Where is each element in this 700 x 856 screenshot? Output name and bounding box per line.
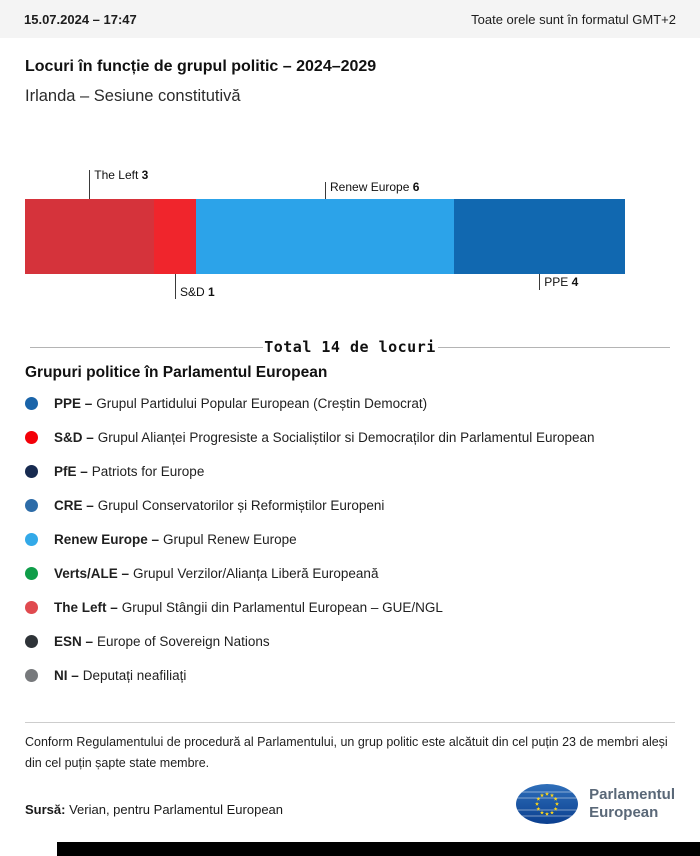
pfe-color-dot [25, 464, 38, 478]
legend-desc: Deputați neafiliați [82, 667, 187, 683]
legend-abbr: The Left – [54, 599, 118, 615]
legend-item-esn: ESN – Europe of Sovereign Nations [25, 624, 675, 658]
legend-label: S&D – Grupul Alianței Progresiste a Socia… [54, 430, 595, 445]
legend-item-ni: NI – Deputați neafiliați [25, 658, 675, 692]
verts-ale-color-dot [25, 566, 38, 580]
legend-item-pfe: PfE – Patriots for Europe [25, 454, 675, 488]
legend-abbr: S&D – [54, 429, 94, 445]
legend-label: PPE – Grupul Partidului Popular European … [54, 396, 427, 411]
source-line: Sursă: Verian, pentru Parlamentul Europe… [25, 802, 283, 825]
legend-item-cre: CRE – Grupul Conservatorilor și Reformișt… [25, 488, 675, 522]
legend-desc: Grupul Partidului Popular European (Creș… [96, 395, 428, 411]
source-row: Sursă: Verian, pentru Parlamentul Europe… [25, 783, 675, 825]
legend-item-ppe: PPE – Grupul Partidului Popular European … [25, 386, 675, 420]
stacked-bar [25, 199, 625, 274]
bottom-black-bar [57, 842, 700, 856]
legend-item-the-left: The Left – Grupul Stângii din Parlamentul… [25, 590, 675, 624]
legend-label: Renew Europe – Grupul Renew Europe [54, 532, 297, 547]
logo-wordmark: Parlamentul European [589, 786, 675, 821]
timezone-note: Toate orele sunt în formatul GMT+2 [471, 11, 676, 27]
page-title: Locuri în funcție de grupul politic – 20… [25, 58, 377, 75]
legend-desc: Grupul Verzilor/Alianța Liberă Europeană [133, 565, 379, 581]
legend-item-sd: S&D – Grupul Alianței Progresiste a Socia… [25, 420, 675, 454]
legend-label: ESN – Europe of Sovereign Nations [54, 634, 270, 649]
legend-item-verts-ale: Verts/ALE – Grupul Verzilor/Alianța Liber… [25, 556, 675, 590]
total-seats-label: Total 14 de locuri [264, 338, 436, 356]
legend-label: NI – Deputați neafiliați [54, 668, 186, 683]
bar-label-renew-europe: Renew Europe 6 [330, 180, 420, 194]
sd-color-dot [25, 430, 38, 444]
legend-title: Grupuri politice în Parlamentul European [25, 364, 328, 381]
legend-label: CRE – Grupul Conservatorilor și Reformișt… [54, 498, 384, 513]
top-bar: 15.07.2024 – 17:47 Toate orele sunt în f… [0, 0, 700, 38]
label-tick-s-d [175, 274, 176, 299]
legend-desc: Grupul Conservatorilor și Reformiștilor … [97, 497, 385, 513]
footnote-divider [25, 722, 675, 723]
source-label: Sursă: [25, 801, 66, 817]
legend-item-renew-europe: Renew Europe – Grupul Renew Europe [25, 522, 675, 556]
ep-emblem-icon [516, 783, 579, 824]
ni-color-dot [25, 668, 38, 682]
legend-abbr: PfE – [54, 463, 88, 479]
legend-abbr: CRE – [54, 497, 94, 513]
bar-segment-renew-europe[interactable] [196, 199, 454, 274]
logo-line2: European [589, 803, 659, 821]
legend-desc: Patriots for Europe [91, 463, 205, 479]
esn-color-dot [25, 634, 38, 648]
bar-label-the-left: The Left 3 [94, 168, 149, 182]
legend-label: Verts/ALE – Grupul Verzilor/Alianța Liber… [54, 566, 378, 581]
legend-abbr: PPE – [54, 395, 93, 411]
legend-desc: Grupul Renew Europe [163, 531, 297, 547]
label-tick-ppe [539, 274, 541, 290]
european-parliament-logo: Parlamentul European [515, 783, 675, 825]
legend-desc: Grupul Alianței Progresiste a Socialiști… [97, 429, 595, 445]
legend-abbr: NI – [54, 667, 79, 683]
the-left-color-dot [25, 600, 38, 614]
logo-line1: Parlamentul [589, 786, 675, 804]
seats-bar-chart: The Left 3 S&D 1 Renew Europe 6 PPE 4 [25, 164, 625, 304]
renew-europe-color-dot [25, 532, 38, 546]
datetime-label: 15.07.2024 – 17:47 [24, 11, 137, 27]
legend-abbr: Renew Europe – [54, 531, 160, 547]
legend-abbr: Verts/ALE – [54, 565, 130, 581]
legend-desc: Grupul Stângii din Parlamentul European … [121, 599, 443, 615]
bar-segment-ppe[interactable] [453, 199, 625, 274]
total-seats-row: Total 14 de locuri [0, 338, 700, 356]
total-left-rule [30, 347, 263, 348]
bar-segment-the-left[interactable] [25, 199, 154, 274]
label-tick-renew-europe [325, 182, 326, 199]
footnote: Conform Regulamentului de procedură al P… [25, 735, 668, 771]
bar-segment-s-d[interactable] [153, 199, 197, 274]
ppe-color-dot [25, 396, 38, 410]
legend-label: The Left – Grupul Stângii din Parlamentul… [54, 600, 443, 615]
label-tick-the-left [89, 170, 91, 199]
legend-label: PfE – Patriots for Europe [54, 464, 204, 479]
legend-abbr: ESN – [54, 633, 94, 649]
source-text: Verian, pentru Parlamentul European [69, 801, 284, 817]
legend-desc: Europe of Sovereign Nations [97, 633, 270, 649]
cre-color-dot [25, 498, 38, 512]
page-subtitle: Irlanda – Sesiune constitutivă [25, 87, 241, 105]
total-right-rule [437, 347, 670, 348]
legend: PPE – Grupul Partidului Popular European … [25, 386, 675, 692]
bar-label-ppe: PPE 4 [544, 275, 579, 289]
bar-label-s-d: S&D 1 [180, 285, 215, 299]
